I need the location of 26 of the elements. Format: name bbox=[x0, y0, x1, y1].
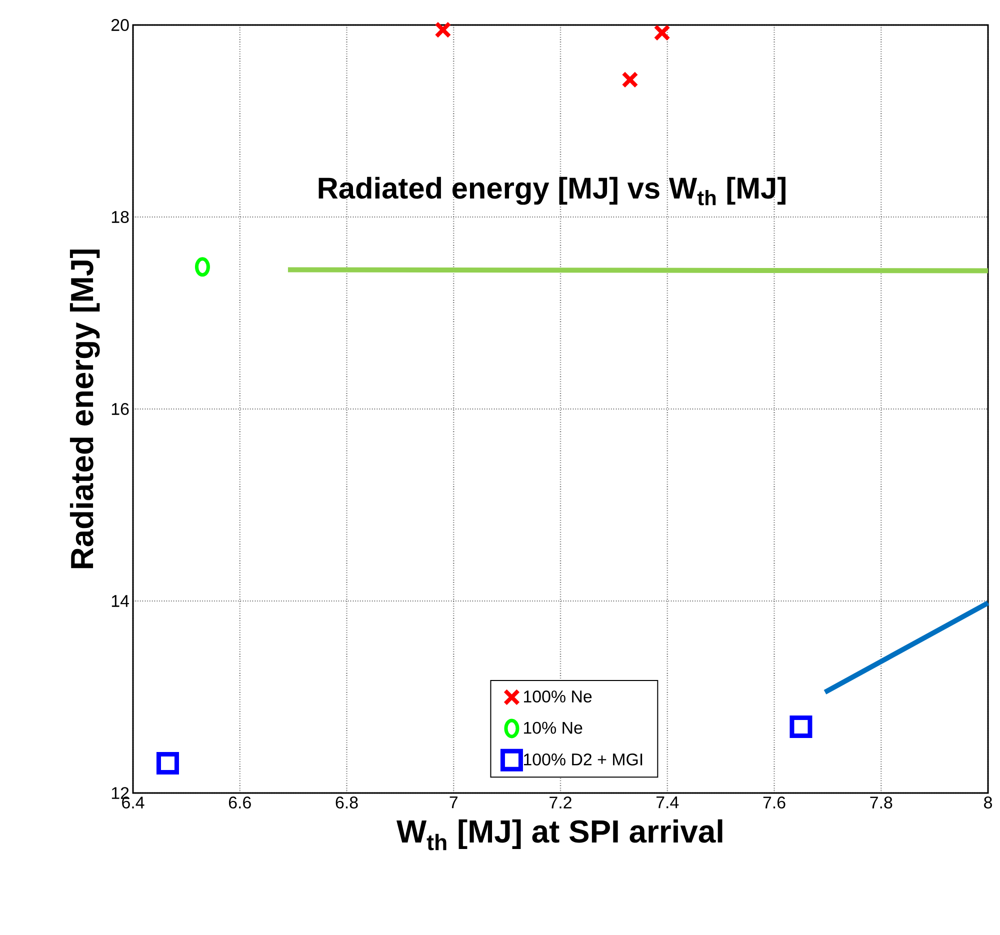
y-tick-label: 20 bbox=[112, 18, 129, 31]
x-tick-label: 7.8 bbox=[870, 796, 892, 809]
legend-label: 100% D2 + MGI bbox=[524, 753, 642, 766]
point bbox=[156, 752, 179, 774]
y-tick-label: 18 bbox=[112, 210, 129, 223]
x-tick-label: 7.4 bbox=[656, 796, 679, 808]
y-axis-title: Radiated energy [MJ] bbox=[70, 250, 100, 568]
legend-label: 100% Ne bbox=[524, 690, 592, 703]
point bbox=[654, 24, 670, 42]
y-tick-label: 14 bbox=[112, 595, 129, 607]
legend-label: 10% Ne bbox=[524, 722, 582, 734]
point bbox=[790, 716, 812, 738]
x-tick-label: 6.6 bbox=[228, 796, 251, 809]
x-tick-label: 7 bbox=[450, 796, 458, 808]
x-tick-label: 6.4 bbox=[122, 796, 144, 809]
point bbox=[622, 71, 638, 88]
y-tick-label: 12 bbox=[112, 787, 129, 799]
text: Radiated energy [MJ] vs W$_{th}$ [MJ] bbox=[318, 176, 786, 206]
x-axis-title: W$_{th}$ [MJ] at SPI arrival bbox=[396, 819, 722, 850]
point bbox=[194, 257, 210, 277]
y-tick-label: 16 bbox=[112, 403, 129, 415]
x-tick-label: 7.2 bbox=[550, 796, 572, 808]
x-tick-label: 8 bbox=[984, 796, 992, 809]
point bbox=[434, 21, 452, 38]
x-tick-label: 6.8 bbox=[336, 796, 358, 809]
x-tick-label: 7.6 bbox=[763, 796, 786, 809]
